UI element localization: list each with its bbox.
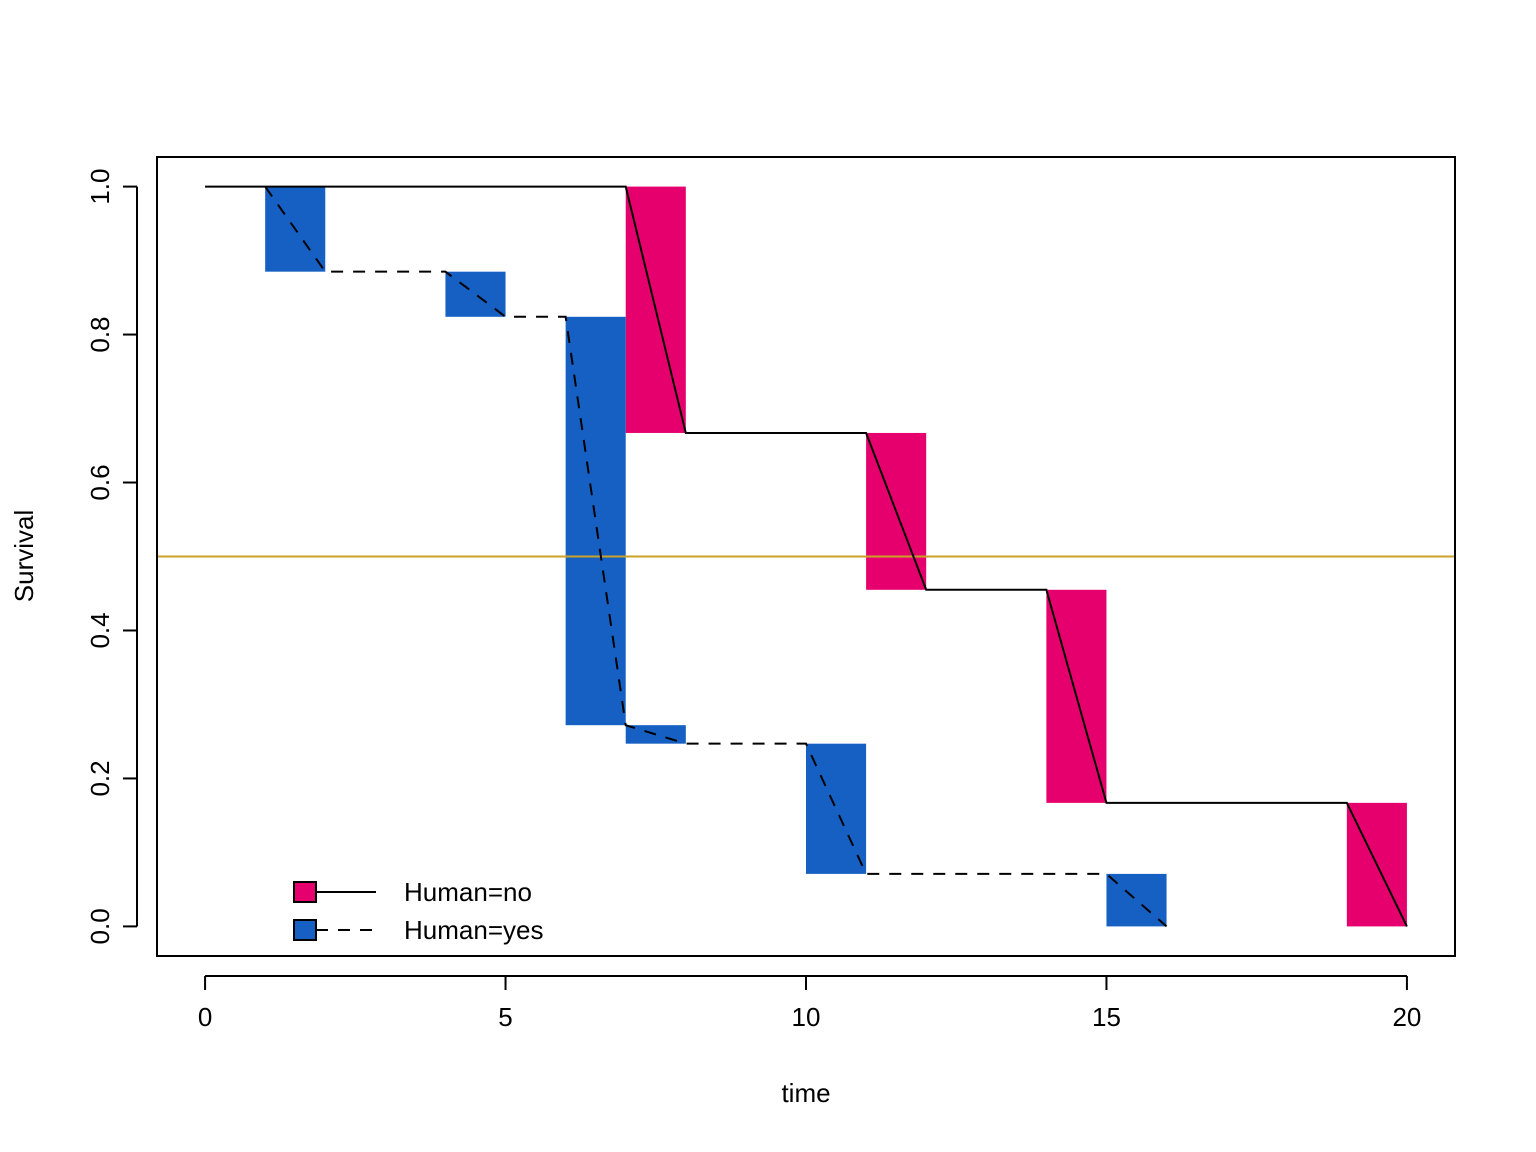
x-tick-label: 20 xyxy=(1392,1002,1421,1032)
plot-frame xyxy=(156,156,1456,957)
x-tick-label: 15 xyxy=(1092,1002,1121,1032)
legend: Human=no Human=yes xyxy=(293,877,543,945)
legend-label: Human=no xyxy=(404,877,532,907)
legend-swatch xyxy=(293,919,317,941)
legend-item-human-yes: Human=yes xyxy=(293,915,543,945)
series-line-human-yes xyxy=(264,186,1168,928)
legend-item-human-no: Human=no xyxy=(293,877,532,907)
y-tick-label: 0.8 xyxy=(85,316,115,352)
x-tick-label: 0 xyxy=(198,1002,212,1032)
y-tick-label: 0.4 xyxy=(85,612,115,648)
legend-swatch xyxy=(293,881,317,903)
y-tick-label: 0.2 xyxy=(85,760,115,796)
y-tick-label: 1.0 xyxy=(85,169,115,205)
x-axis-title: time xyxy=(781,1078,830,1108)
legend-label: Human=yes xyxy=(404,915,543,945)
series-line-human-no xyxy=(205,185,1408,927)
x-tick-label: 10 xyxy=(792,1002,821,1032)
y-axis-title: Survival xyxy=(9,510,39,602)
x-tick-label: 5 xyxy=(498,1002,512,1032)
axes-layer: 0 5 10 15 20 0.0 0.2 0.4 0.6 0.8 1.0 xyxy=(85,169,1421,1032)
y-tick-label: 0.0 xyxy=(85,908,115,944)
series-line-layer xyxy=(205,185,1408,928)
y-tick-label: 0.6 xyxy=(85,464,115,500)
